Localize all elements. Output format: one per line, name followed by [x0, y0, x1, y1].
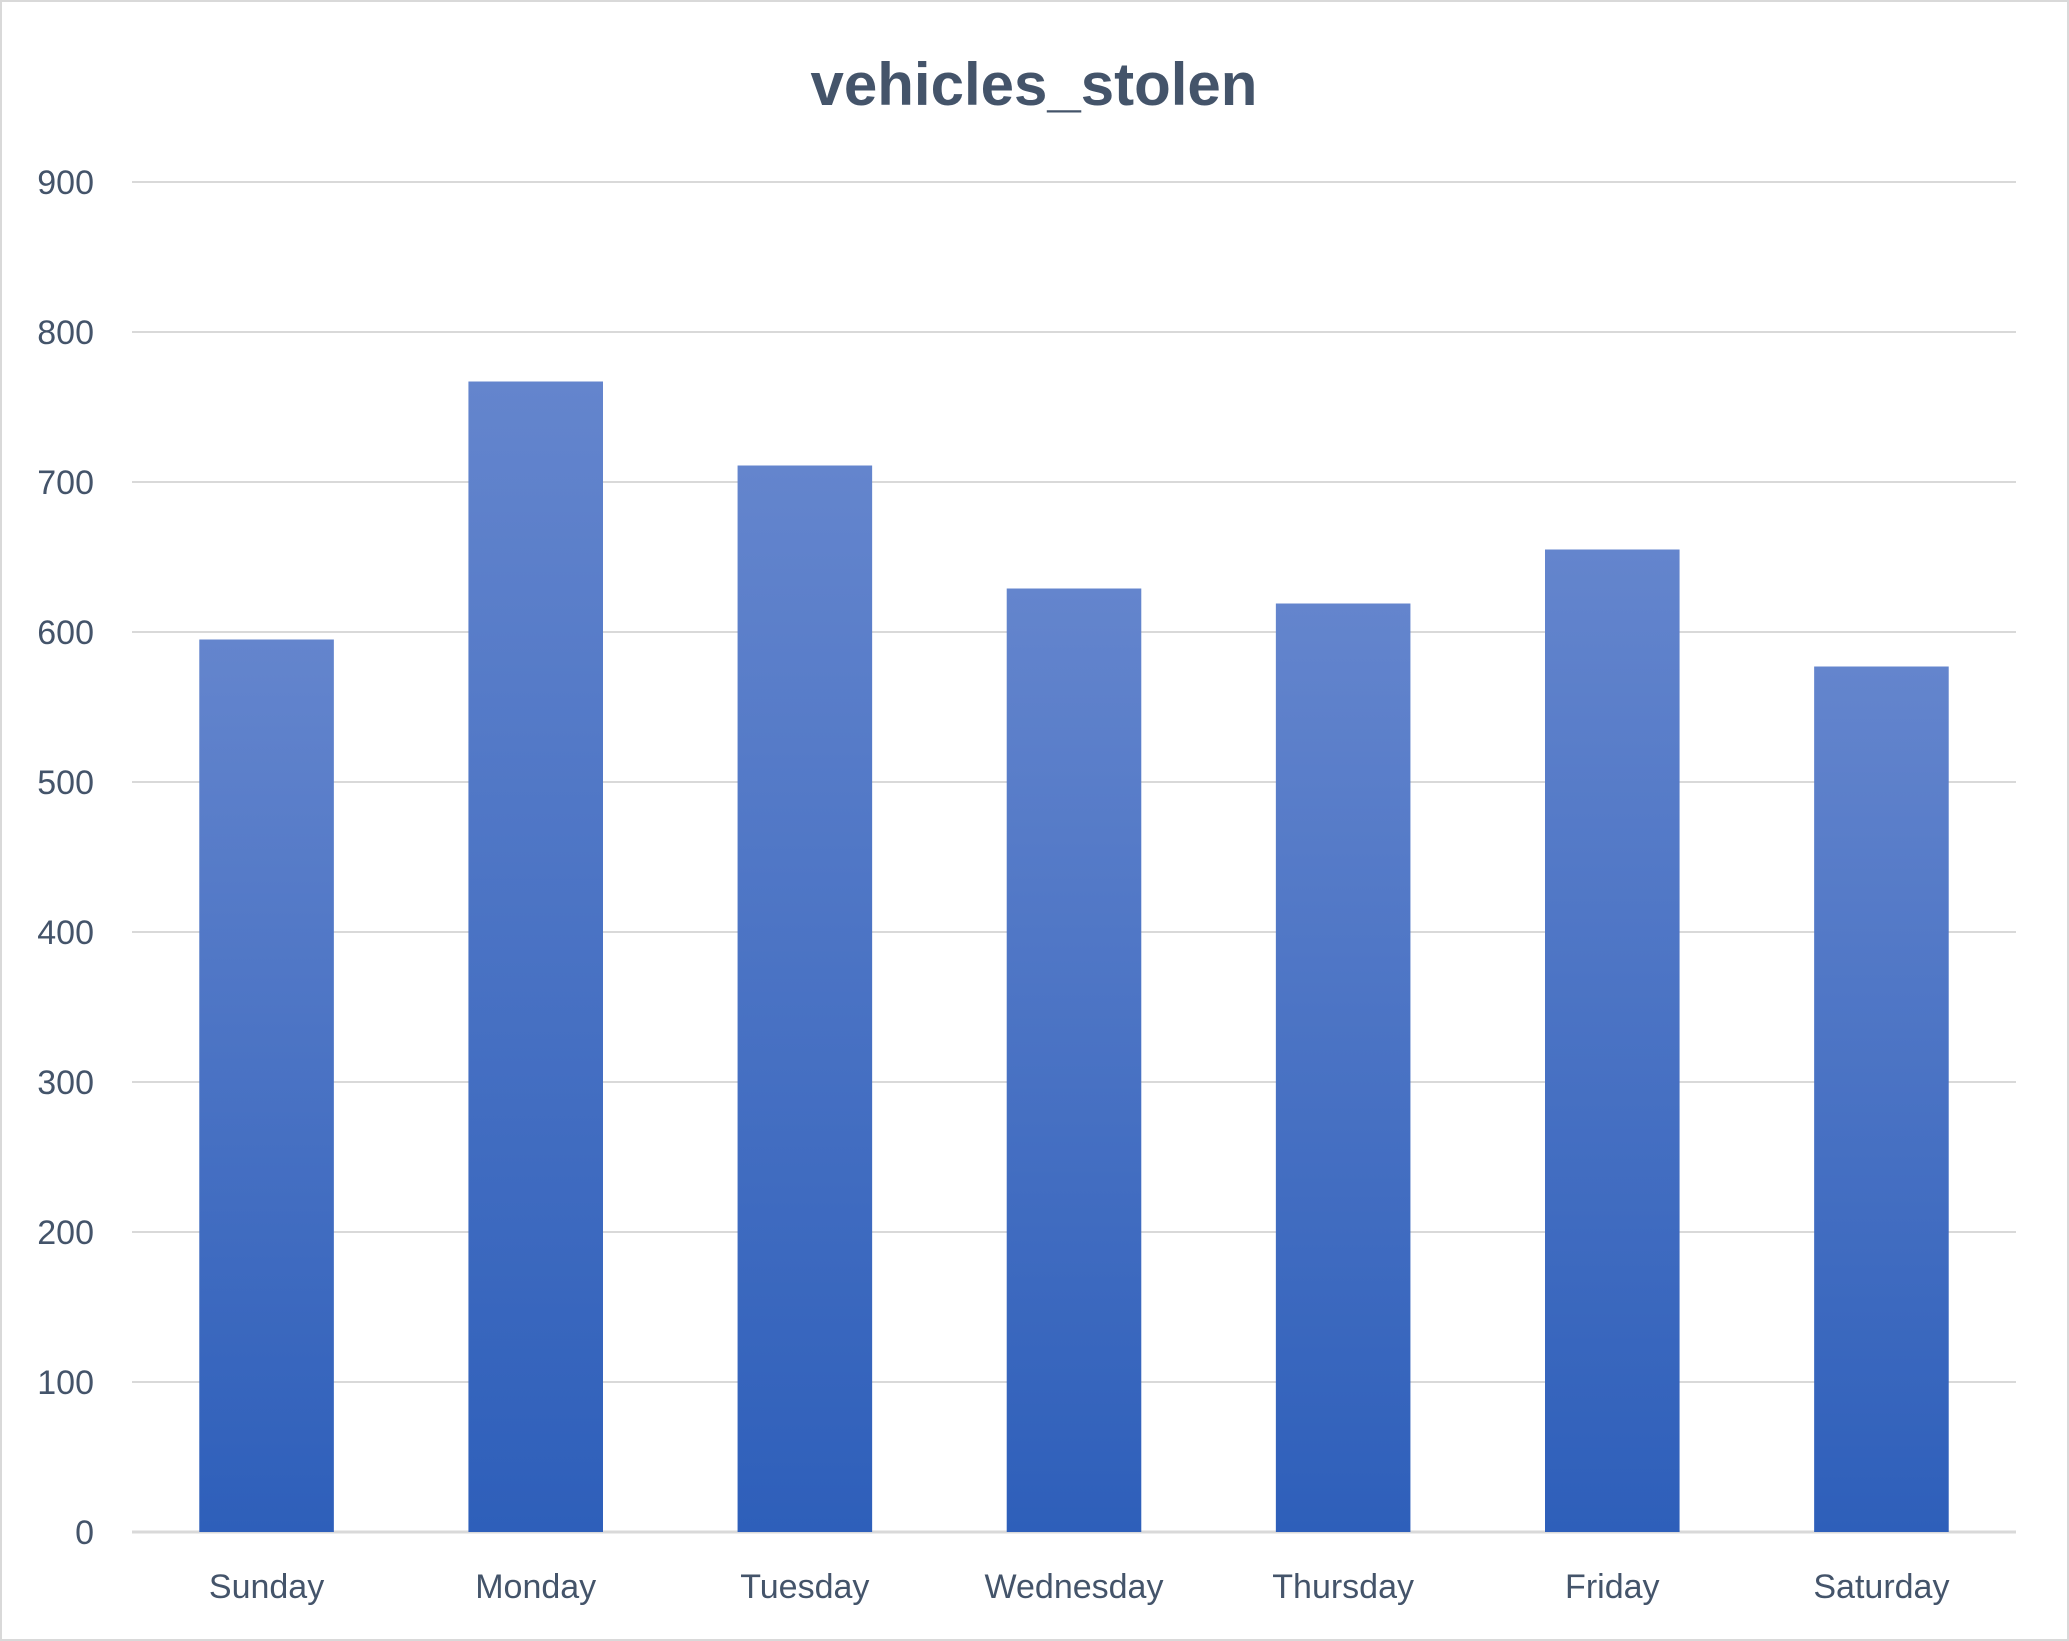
gridlines — [132, 181, 2016, 1534]
bar-sunday — [199, 639, 334, 1532]
x-tick-label-thursday: Thursday — [1272, 1568, 1414, 1606]
y-tick-label: 100 — [37, 1364, 94, 1402]
y-tick-label: 700 — [37, 464, 94, 502]
y-tick-label: 300 — [37, 1064, 94, 1102]
bar-saturday — [1814, 666, 1949, 1532]
x-tick-label-sunday: Sunday — [209, 1568, 324, 1606]
bar-friday — [1545, 549, 1680, 1532]
y-tick-label: 800 — [37, 314, 94, 352]
x-tick-label-friday: Friday — [1565, 1568, 1659, 1606]
y-tick-label: 600 — [37, 614, 94, 652]
x-tick-label-saturday: Saturday — [1813, 1568, 1949, 1606]
x-tick-label-tuesday: Tuesday — [740, 1568, 869, 1606]
bar-monday — [468, 381, 603, 1532]
bar-thursday — [1275, 603, 1411, 1532]
bar-tuesday — [737, 465, 873, 1532]
chart-title: vehicles_stolen — [811, 51, 1258, 118]
y-tick-label: 900 — [37, 164, 94, 202]
x-tick-label-wednesday: Wednesday — [985, 1568, 1164, 1606]
y-tick-label: 500 — [37, 764, 94, 802]
x-tick-label-monday: Monday — [475, 1568, 596, 1606]
bars — [199, 381, 1949, 1532]
bar-wednesday — [1006, 588, 1142, 1532]
x-axis-ticks: Sunday Monday Tuesday Wednesday Thursday Frid… — [209, 1568, 1950, 1606]
y-tick-label: 0 — [75, 1514, 94, 1552]
y-tick-label: 200 — [37, 1214, 94, 1252]
y-tick-label: 400 — [37, 914, 94, 952]
y-axis-ticks: 0 100 200 300 400 500 600 700 800 900 — [37, 164, 94, 1552]
